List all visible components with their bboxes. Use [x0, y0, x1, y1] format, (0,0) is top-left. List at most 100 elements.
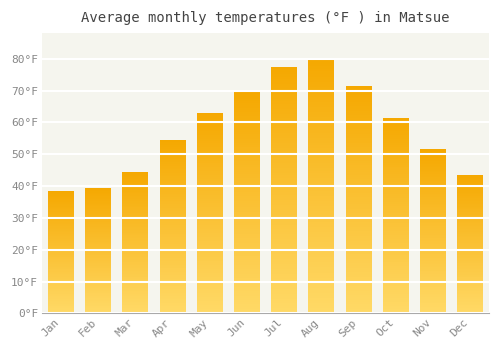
Bar	[346, 293, 372, 295]
Bar	[234, 209, 260, 211]
Bar	[271, 158, 297, 160]
Bar	[271, 306, 297, 308]
Bar	[85, 219, 111, 220]
Bar	[420, 258, 446, 259]
Bar	[383, 129, 409, 131]
Bar	[383, 254, 409, 257]
Bar	[420, 307, 446, 308]
Bar	[308, 71, 334, 74]
Bar	[234, 227, 260, 229]
Bar	[420, 205, 446, 207]
Bar	[196, 275, 223, 277]
Bar	[48, 259, 74, 261]
Bar	[122, 179, 148, 180]
Bar	[122, 204, 148, 206]
Bar	[196, 279, 223, 281]
Bar	[383, 161, 409, 163]
Bar	[85, 253, 111, 254]
Bar	[308, 270, 334, 273]
Bar	[308, 61, 334, 64]
Bar	[160, 213, 186, 215]
Bar	[271, 173, 297, 175]
Bar	[420, 267, 446, 269]
Bar	[160, 260, 186, 261]
Bar	[346, 211, 372, 213]
Bar	[346, 204, 372, 206]
Bar	[122, 282, 148, 284]
Bar	[346, 263, 372, 266]
Bar	[122, 203, 148, 204]
Bar	[308, 303, 334, 306]
Bar	[85, 243, 111, 244]
Bar	[383, 145, 409, 147]
Bar	[420, 154, 446, 156]
Bar	[346, 259, 372, 261]
Bar	[308, 189, 334, 191]
Bar	[160, 226, 186, 228]
Bar	[48, 239, 74, 240]
Bar	[122, 254, 148, 255]
Bar	[234, 150, 260, 152]
Bar	[196, 145, 223, 147]
Bar	[122, 206, 148, 207]
Bar	[122, 240, 148, 241]
Bar	[308, 148, 334, 150]
Bar	[234, 161, 260, 163]
Bar	[458, 266, 483, 268]
Bar	[234, 231, 260, 234]
Bar	[308, 69, 334, 71]
Bar	[122, 234, 148, 236]
Bar	[196, 141, 223, 143]
Bar	[458, 250, 483, 251]
Bar	[458, 293, 483, 294]
Bar	[308, 178, 334, 181]
Bar	[234, 280, 260, 282]
Bar	[383, 214, 409, 216]
Bar	[48, 290, 74, 291]
Bar	[458, 291, 483, 293]
Bar	[420, 262, 446, 264]
Bar	[196, 239, 223, 241]
Bar	[271, 131, 297, 133]
Bar	[122, 312, 148, 313]
Bar	[48, 298, 74, 299]
Bar	[196, 187, 223, 189]
Bar	[48, 224, 74, 225]
Bar	[420, 287, 446, 289]
Bar	[234, 147, 260, 150]
Bar	[122, 194, 148, 196]
Bar	[458, 184, 483, 186]
Bar	[346, 136, 372, 138]
Bar	[458, 280, 483, 281]
Bar	[122, 295, 148, 296]
Bar	[160, 265, 186, 266]
Bar	[383, 260, 409, 262]
Bar	[122, 236, 148, 237]
Bar	[122, 180, 148, 182]
Bar	[234, 223, 260, 225]
Bar	[85, 241, 111, 243]
Bar	[420, 303, 446, 305]
Bar	[346, 281, 372, 284]
Bar	[122, 294, 148, 295]
Bar	[346, 131, 372, 134]
Bar	[346, 116, 372, 118]
Bar	[234, 216, 260, 218]
Bar	[122, 228, 148, 230]
Bar	[196, 297, 223, 299]
Bar	[48, 212, 74, 213]
Bar	[48, 264, 74, 266]
Bar	[196, 169, 223, 171]
Bar	[234, 243, 260, 245]
Bar	[48, 199, 74, 201]
Bar	[234, 262, 260, 265]
Bar	[85, 254, 111, 256]
Bar	[458, 200, 483, 201]
Bar	[346, 218, 372, 220]
Bar	[234, 178, 260, 181]
Bar	[383, 131, 409, 133]
Bar	[271, 207, 297, 210]
Bar	[122, 276, 148, 278]
Bar	[308, 306, 334, 308]
Bar	[160, 175, 186, 176]
